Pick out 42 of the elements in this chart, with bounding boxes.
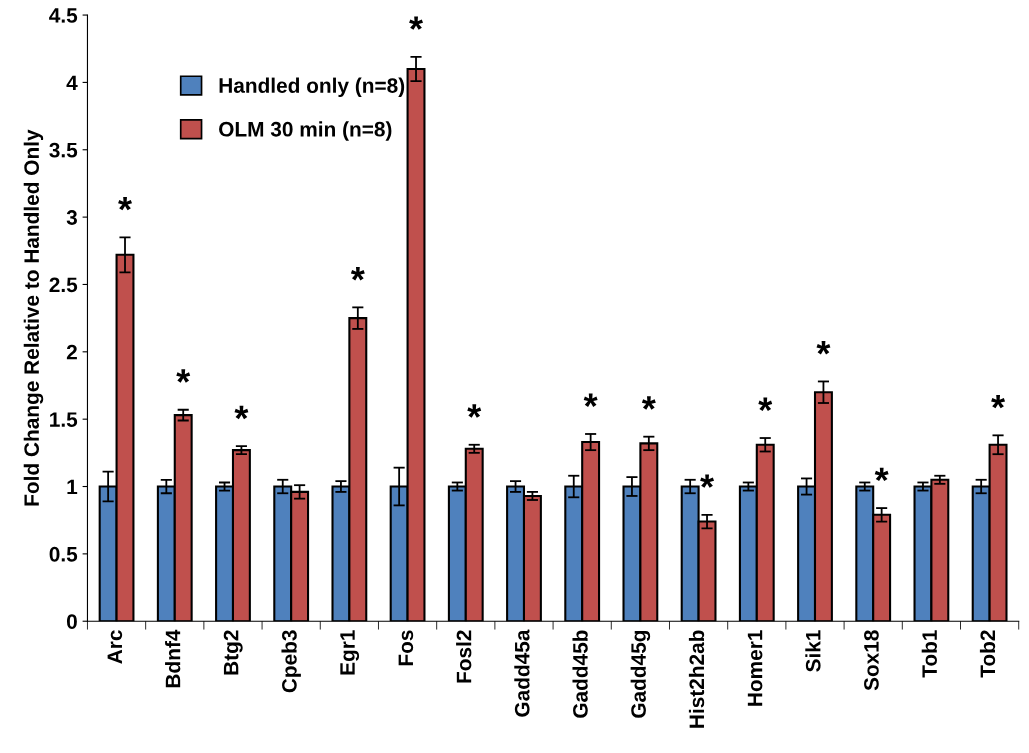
x-tick-label: Fos (398, 630, 414, 666)
legend-label: OLM 30 min (n=8) (219, 121, 392, 141)
y-tick-label: 1 (67, 479, 78, 495)
x-tick-label: Gadd45a (514, 629, 530, 717)
y-tick-label: 2 (66, 344, 77, 360)
x-tick-label: Bdnf4 (165, 629, 181, 688)
x-tick-label: Homer1 (747, 630, 763, 706)
annotation: * (118, 196, 132, 211)
x-tick-label: Gadd45b (572, 630, 588, 718)
x-tick-label: Hist2h2ab (688, 630, 705, 728)
annotation: * (758, 397, 773, 412)
y-tick-label: 0 (66, 614, 77, 629)
annotation: * (583, 393, 598, 407)
x-tick-label: Gadd45g (630, 630, 651, 718)
x-tick-label: Egr1 (340, 630, 360, 675)
annotation: * (641, 396, 656, 410)
y-tick-label: 3.5 (49, 142, 78, 158)
y-tick-label: 4.5 (49, 8, 78, 23)
y-tick-label: 2.5 (49, 277, 78, 293)
y-tick-label: 1.5 (50, 412, 78, 427)
y-tick-label: 3 (66, 210, 77, 225)
legend-label: Handled only (n=8) (219, 77, 405, 98)
annotation: * (350, 266, 365, 281)
x-tick-label: Sox18 (864, 630, 879, 691)
x-tick-label: Btg2 (223, 630, 243, 675)
x-tick-label: Tob1 (921, 630, 937, 678)
annotation: * (234, 405, 249, 420)
x-tick-label: Tob2 (979, 630, 996, 678)
y-tick-label: 4 (66, 75, 78, 90)
annotation: * (409, 16, 424, 30)
x-tick-label: Fosl2 (456, 630, 472, 683)
x-tick-label: Arc (107, 630, 123, 664)
x-tick-label: Cpeb3 (281, 630, 301, 693)
y-tick-label: 0.5 (49, 546, 78, 562)
annotation: * (816, 341, 831, 355)
y-axis-title: Fold Change Relative to Handled Only (23, 129, 44, 506)
annotation: * (700, 474, 715, 488)
annotation: * (991, 394, 1006, 409)
annotation: * (176, 369, 191, 383)
annotation: * (874, 467, 889, 482)
annotation: * (467, 404, 482, 418)
x-tick-label: Sik1 (805, 630, 821, 672)
